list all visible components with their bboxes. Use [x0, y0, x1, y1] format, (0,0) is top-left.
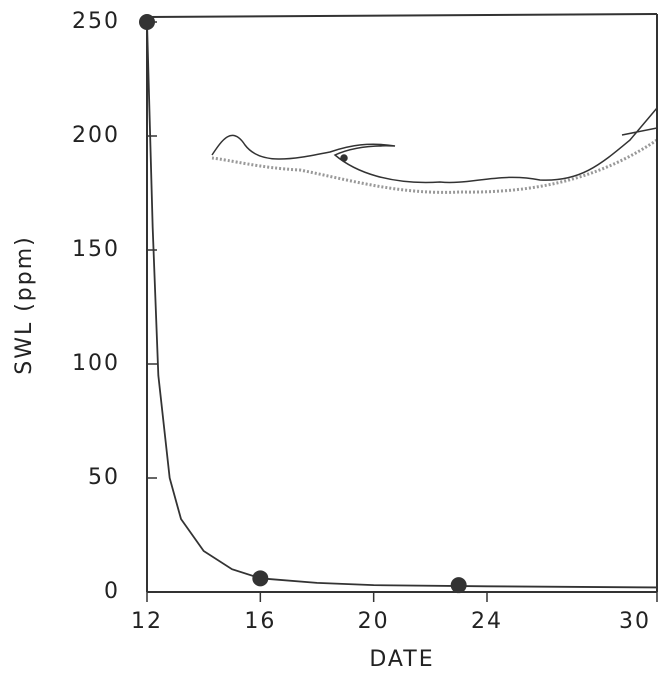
- x-tick-label: 20: [358, 609, 390, 634]
- y-axis-label: SWL (ppm): [12, 235, 37, 375]
- shoreline-illustration: [211, 107, 658, 194]
- data-point: [450, 577, 467, 594]
- decay-curve: [146, 21, 658, 589]
- y-tick-label: 200: [72, 123, 120, 148]
- x-axis-label: DATE: [369, 647, 434, 672]
- y-tick-label: 100: [72, 351, 120, 376]
- x-tick-label: 16: [244, 609, 276, 634]
- y-tick-label: 250: [72, 9, 120, 34]
- x-tick-label: 30: [619, 609, 651, 634]
- data-point: [252, 570, 269, 587]
- y-tick-label: 50: [88, 465, 120, 490]
- x-tick-label: 12: [131, 609, 163, 634]
- x-tick-label: 24: [471, 609, 503, 634]
- data-point: [139, 14, 155, 30]
- y-tick-label: 0: [104, 579, 120, 604]
- y-tick-label: 150: [72, 237, 120, 262]
- frame-top: [146, 13, 658, 18]
